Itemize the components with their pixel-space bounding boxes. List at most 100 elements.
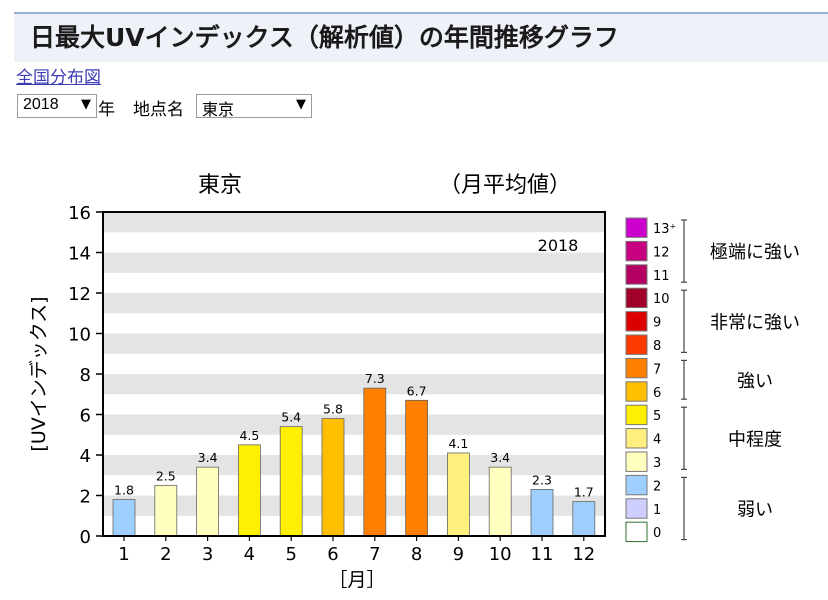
- page-title: 日最大UVインデックス（解析値）の年間推移グラフ: [30, 23, 619, 52]
- bar-value-label: 4.1: [448, 436, 468, 451]
- y-tick-label: 8: [80, 365, 91, 386]
- bar-month-1: [112, 499, 136, 537]
- grid-band: [103, 252, 605, 273]
- nationwide-map-link[interactable]: 全国分布図: [16, 68, 101, 88]
- legend-level-label: 3: [653, 456, 661, 471]
- grid-band: [103, 515, 605, 536]
- bar-month-2: [154, 484, 178, 537]
- legend-level-label: 4: [653, 433, 661, 448]
- year-annotation: 2018: [538, 236, 579, 255]
- legend-swatch: [625, 451, 648, 472]
- legend-level-label: 5: [653, 409, 661, 424]
- legend-category-label: 弱い: [737, 500, 773, 521]
- grid-band: [103, 455, 605, 476]
- bar-month-8: [405, 399, 429, 537]
- y-tick-label: 0: [80, 527, 91, 548]
- legend-swatch: [625, 498, 648, 519]
- year-select-value: 2018: [23, 96, 59, 113]
- bar-month-6: [321, 418, 345, 537]
- location-select[interactable]: 東京 ▼: [196, 94, 312, 119]
- legend-category-label: 中程度: [728, 429, 782, 450]
- bar-value-label: 2.3: [532, 472, 552, 487]
- legend-swatch: [625, 474, 648, 496]
- location-label: 地点名: [133, 100, 184, 120]
- grid-band: [103, 232, 605, 253]
- plot-background: [103, 212, 605, 536]
- grid-band: [103, 353, 605, 374]
- y-axis-ticks: 0 2 4 6 8 10 12 14 16: [68, 203, 103, 548]
- chart-title: 東京: [198, 173, 242, 198]
- grid-band: [103, 272, 605, 293]
- bar-value-label: 1.7: [574, 485, 594, 500]
- bar-value-label: 2.5: [156, 468, 176, 483]
- x-tick-label: 3: [202, 544, 213, 565]
- x-tick-label: 7: [369, 544, 380, 565]
- bar-value-label: 4.5: [239, 428, 259, 443]
- legend-swatch: [625, 381, 648, 402]
- x-tick-label: 5: [285, 544, 296, 565]
- y-tick-label: 6: [80, 406, 91, 427]
- legend-swatch: [625, 311, 648, 332]
- grid-band: [103, 414, 605, 435]
- bar-month-11: [530, 489, 554, 537]
- legend-level-label: 8: [653, 339, 661, 354]
- legend-level-label: 9: [653, 316, 661, 331]
- bar-month-9: [446, 452, 470, 537]
- legend-category-label: 強い: [737, 371, 773, 392]
- title-bar: 日最大UVインデックス（解析値）の年間推移グラフ: [14, 12, 828, 62]
- legend-swatch: [625, 428, 648, 449]
- bar-month-12: [572, 501, 596, 537]
- grid-band: [103, 475, 605, 496]
- x-tick-label: 10: [489, 544, 512, 565]
- legend-category-label: 非常に強い: [710, 312, 800, 333]
- legend-swatch: [625, 404, 648, 426]
- x-axis-label: ［月］: [328, 569, 385, 591]
- bar-value-label: 5.4: [281, 410, 301, 425]
- y-tick-label: 12: [68, 284, 91, 305]
- legend-category-label: 極端に強い: [710, 242, 800, 263]
- grid-band: [103, 495, 605, 516]
- legend-swatch: [625, 240, 648, 262]
- legend-level-label: 0: [653, 526, 661, 541]
- bar-value-label: 6.7: [407, 383, 427, 398]
- x-tick-label: 2: [160, 544, 171, 565]
- y-tick-label: 14: [68, 244, 91, 265]
- x-tick-label: 9: [453, 544, 464, 565]
- bar-value-label: 3.4: [490, 450, 510, 465]
- uv-chart: 東京 （月平均値） 1.8 2.5 3.4 4.5 5.4 5.8 7.3 6.7 4.1 3.4…: [28, 173, 800, 591]
- grid-band: [103, 333, 605, 354]
- bar-value-label: 1.8: [114, 483, 134, 498]
- y-tick-label: 16: [68, 203, 91, 224]
- year-select[interactable]: 2018 ▼: [17, 94, 97, 118]
- legend-swatch: [625, 334, 648, 355]
- legend-level-label: 11: [653, 269, 670, 284]
- grid-band: [103, 394, 605, 415]
- legend-level-label: 1: [653, 503, 661, 518]
- chevron-down-icon: ▼: [296, 97, 306, 112]
- bar-value-label: 3.4: [198, 450, 218, 465]
- legend-level-label: 13⁺: [653, 222, 676, 237]
- grid-band: [103, 313, 605, 334]
- grid-band: [103, 374, 605, 395]
- bar-month-10: [488, 466, 512, 537]
- legend-swatch: [625, 264, 648, 285]
- bar-month-7: [363, 387, 387, 537]
- y-tick-label: 4: [80, 446, 91, 467]
- x-tick-label: 12: [572, 544, 595, 565]
- bar-value-label: 7.3: [365, 371, 385, 386]
- x-axis-ticks: 1 2 3 4 5 6 7 8 9 10 11 12: [118, 536, 595, 565]
- location-select-value: 東京: [202, 102, 235, 119]
- bar-month-4: [237, 444, 261, 537]
- chevron-down-icon: ▼: [81, 97, 91, 112]
- x-tick-label: 1: [118, 544, 129, 565]
- legend-swatch: [625, 287, 648, 309]
- y-axis-label: [UVインデックス]: [28, 296, 50, 451]
- legend-level-label: 2: [653, 479, 661, 494]
- chart-subtitle: （月平均値）: [439, 173, 571, 198]
- y-tick-label: 10: [68, 325, 91, 346]
- bar-month-5: [279, 426, 303, 537]
- legend-level-label: 7: [653, 362, 661, 377]
- bar-value-label: 5.8: [323, 402, 343, 417]
- bar-month-3: [196, 466, 220, 537]
